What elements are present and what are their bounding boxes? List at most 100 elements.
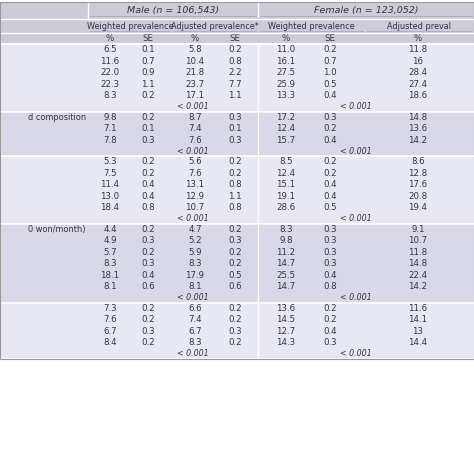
Text: 8.1: 8.1	[188, 282, 202, 291]
Text: 0.2: 0.2	[228, 304, 242, 313]
Text: 4.7: 4.7	[188, 225, 202, 234]
Bar	[0, 246, 474, 258]
Text: 19.4: 19.4	[409, 203, 428, 212]
Text: 11.8: 11.8	[409, 248, 428, 257]
Text: 25.9: 25.9	[276, 80, 295, 89]
Text: 13: 13	[412, 327, 423, 336]
Text: 7.7: 7.7	[228, 80, 242, 89]
Text: 0.2: 0.2	[141, 113, 155, 122]
Text: 7.8: 7.8	[103, 136, 117, 145]
Text: 16.1: 16.1	[276, 57, 296, 66]
Text: 21.8: 21.8	[185, 68, 205, 77]
Bar	[0, 224, 474, 235]
Text: 0.5: 0.5	[323, 80, 337, 89]
Text: 6.6: 6.6	[188, 304, 202, 313]
Text: 7.4: 7.4	[188, 315, 202, 324]
Text: 0.3: 0.3	[141, 136, 155, 145]
Bar	[0, 44, 474, 55]
Text: 0.4: 0.4	[323, 271, 337, 280]
Text: 0.2: 0.2	[228, 315, 242, 324]
Text: 0.3: 0.3	[228, 113, 242, 122]
Text: 19.1: 19.1	[276, 192, 295, 201]
Text: %: %	[106, 34, 114, 43]
Text: 18.1: 18.1	[100, 271, 119, 280]
Text: 14.7: 14.7	[276, 259, 296, 268]
Text: 4.4: 4.4	[103, 225, 117, 234]
Text: 7.6: 7.6	[103, 315, 117, 324]
Text: 0.6: 0.6	[228, 282, 242, 291]
Text: 14.8: 14.8	[409, 113, 428, 122]
Text: 1.1: 1.1	[228, 192, 242, 201]
Text: 6.5: 6.5	[103, 45, 117, 54]
Text: 9.8: 9.8	[279, 236, 293, 245]
Text: 22.4: 22.4	[409, 271, 428, 280]
Text: 0.4: 0.4	[141, 271, 155, 280]
Bar	[0, 213, 474, 224]
Text: 0.7: 0.7	[141, 57, 155, 66]
Text: 28.6: 28.6	[276, 203, 296, 212]
Text: 0.2: 0.2	[141, 169, 155, 178]
Text: 0.3: 0.3	[323, 338, 337, 347]
Bar	[0, 111, 474, 123]
Text: 14.3: 14.3	[276, 338, 296, 347]
Text: 0.2: 0.2	[141, 225, 155, 234]
Text: 12.4: 12.4	[276, 124, 296, 133]
Bar	[0, 179, 474, 191]
Bar	[0, 55, 474, 67]
Text: 0.8: 0.8	[228, 57, 242, 66]
Bar	[0, 2, 474, 358]
Text: 0.2: 0.2	[141, 338, 155, 347]
Text: 22.3: 22.3	[100, 80, 119, 89]
Bar	[0, 19, 474, 33]
Text: < 0.001: < 0.001	[177, 146, 209, 155]
Text: Adjusted preval: Adjusted preval	[388, 21, 452, 30]
Text: 18.6: 18.6	[409, 91, 428, 100]
Text: 0.3: 0.3	[141, 259, 155, 268]
Text: 20.8: 20.8	[409, 192, 428, 201]
Text: 0.3: 0.3	[323, 248, 337, 257]
Text: 0.2: 0.2	[228, 225, 242, 234]
Bar	[0, 337, 474, 348]
Text: 0.8: 0.8	[228, 180, 242, 189]
Text: 5.6: 5.6	[188, 157, 202, 166]
Text: 12.8: 12.8	[409, 169, 428, 178]
Text: 0.2: 0.2	[323, 124, 337, 133]
Text: 17.1: 17.1	[185, 91, 205, 100]
Text: 14.2: 14.2	[409, 282, 428, 291]
Text: 13.6: 13.6	[409, 124, 428, 133]
Text: 0.2: 0.2	[141, 91, 155, 100]
Text: 14.8: 14.8	[409, 259, 428, 268]
Text: 6.7: 6.7	[188, 327, 202, 336]
Text: 0.4: 0.4	[141, 192, 155, 201]
Text: 0.2: 0.2	[228, 45, 242, 54]
Bar	[0, 191, 474, 202]
Text: 0.2: 0.2	[141, 157, 155, 166]
Text: 18.4: 18.4	[100, 203, 119, 212]
Text: 0.4: 0.4	[323, 327, 337, 336]
Text: Adjusted prevalence*: Adjusted prevalence*	[171, 21, 259, 30]
Text: < 0.001: < 0.001	[340, 214, 372, 223]
Text: 0.3: 0.3	[141, 236, 155, 245]
Text: 27.5: 27.5	[276, 68, 296, 77]
Text: 1.1: 1.1	[141, 80, 155, 89]
Text: 2.2: 2.2	[228, 68, 242, 77]
Bar	[0, 167, 474, 179]
Bar	[0, 258, 474, 270]
Text: 0.3: 0.3	[141, 327, 155, 336]
Text: 13.1: 13.1	[185, 180, 205, 189]
Bar	[0, 314, 474, 326]
Text: 0.3: 0.3	[323, 225, 337, 234]
Text: 27.4: 27.4	[409, 80, 428, 89]
Text: 0.1: 0.1	[228, 124, 242, 133]
Text: SE: SE	[325, 34, 336, 43]
Text: 15.1: 15.1	[276, 180, 296, 189]
Text: %: %	[414, 34, 422, 43]
Text: 0.4: 0.4	[141, 180, 155, 189]
Bar	[0, 270, 474, 281]
Bar	[0, 67, 474, 79]
Text: 4.9: 4.9	[103, 236, 117, 245]
Bar	[0, 326, 474, 337]
Text: < 0.001: < 0.001	[177, 102, 209, 111]
Bar	[0, 79, 474, 90]
Bar	[0, 156, 474, 167]
